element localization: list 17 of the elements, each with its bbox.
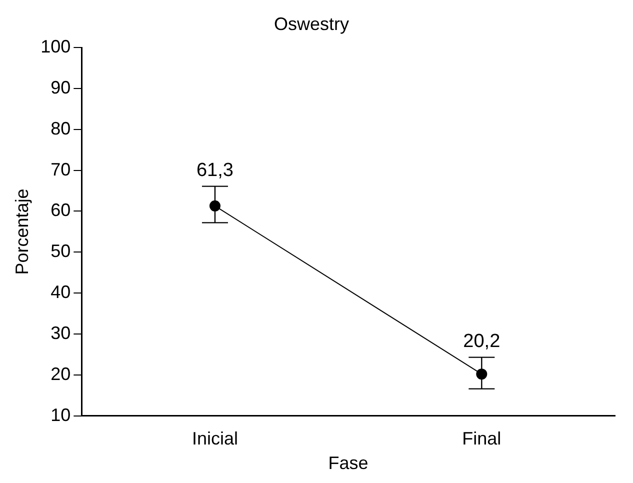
y-tick-label: 10 <box>50 404 71 425</box>
data-label: 20,2 <box>463 331 500 352</box>
y-tick-label: 90 <box>50 77 71 98</box>
y-tick-label: 80 <box>50 118 71 138</box>
x-tick-label: Final <box>462 428 502 449</box>
data-label: 61,3 <box>196 160 234 182</box>
x-tick-label: Inicial <box>192 428 238 449</box>
y-axis-title: Porcentaje <box>12 188 32 275</box>
y-tick-label: 30 <box>50 322 71 343</box>
chart-title: Oswestry <box>274 14 350 34</box>
x-axis-title: Fase <box>328 453 368 474</box>
y-tick-label: 50 <box>50 241 71 262</box>
y-tick-label: 40 <box>50 282 71 302</box>
y-tick-label: 70 <box>50 159 71 180</box>
y-tick-label: 20 <box>50 364 71 384</box>
y-tick-label: 60 <box>50 200 71 220</box>
y-tick-label: 100 <box>40 36 71 57</box>
